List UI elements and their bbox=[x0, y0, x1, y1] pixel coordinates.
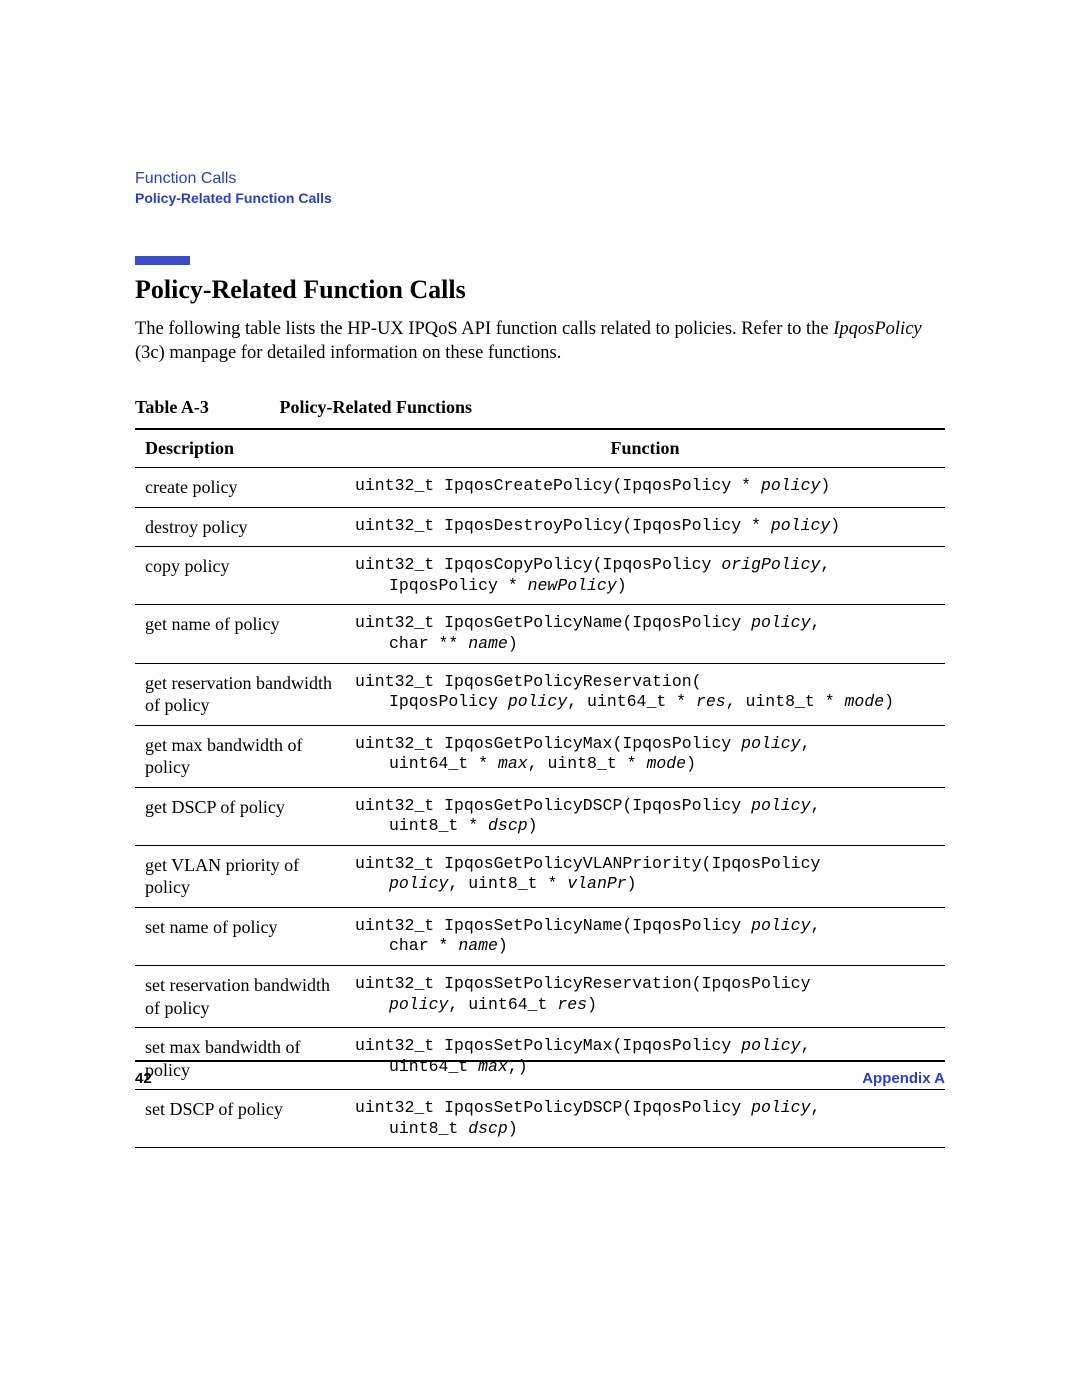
cell-description: get reservation bandwidth of policy bbox=[135, 663, 345, 725]
intro-text-b: (3c) manpage for detailed information on… bbox=[135, 343, 561, 363]
breadcrumb-sub: Policy-Related Function Calls bbox=[135, 190, 945, 206]
table-row: get max bandwidth of policyuint32_t Ipqo… bbox=[135, 725, 945, 787]
cell-function: uint32_t IpqosGetPolicyDSCP(IpqosPolicy … bbox=[345, 787, 945, 845]
table-row: set DSCP of policyuint32_t IpqosSetPolic… bbox=[135, 1090, 945, 1148]
table-row: get reservation bandwidth of policyuint3… bbox=[135, 663, 945, 725]
cell-function: uint32_t IpqosGetPolicyMax(IpqosPolicy p… bbox=[345, 725, 945, 787]
table-row: get name of policyuint32_t IpqosGetPolic… bbox=[135, 605, 945, 663]
page-footer: 42 Appendix A bbox=[135, 1060, 945, 1087]
accent-bar bbox=[135, 256, 190, 265]
breadcrumb-top: Function Calls bbox=[135, 170, 945, 188]
cell-description: destroy policy bbox=[135, 507, 345, 547]
table-row: copy policyuint32_t IpqosCopyPolicy(Ipqo… bbox=[135, 547, 945, 605]
cell-description: set reservation bandwidth of policy bbox=[135, 966, 345, 1028]
cell-description: copy policy bbox=[135, 547, 345, 605]
table-row: get DSCP of policyuint32_t IpqosGetPolic… bbox=[135, 787, 945, 845]
cell-function: uint32_t IpqosDestroyPolicy(IpqosPolicy … bbox=[345, 507, 945, 547]
cell-function: uint32_t IpqosCopyPolicy(IpqosPolicy ori… bbox=[345, 547, 945, 605]
cell-description: get name of policy bbox=[135, 605, 345, 663]
table-header-row: Description Function bbox=[135, 429, 945, 468]
cell-function: uint32_t IpqosSetPolicyName(IpqosPolicy … bbox=[345, 907, 945, 965]
table-row: set name of policyuint32_t IpqosSetPolic… bbox=[135, 907, 945, 965]
cell-function: uint32_t IpqosSetPolicyDSCP(IpqosPolicy … bbox=[345, 1090, 945, 1148]
functions-table: Description Function create policyuint32… bbox=[135, 428, 945, 1148]
cell-function: uint32_t IpqosSetPolicyReservation(Ipqos… bbox=[345, 966, 945, 1028]
page-number: 42 bbox=[135, 1070, 152, 1087]
section-title: Policy-Related Function Calls bbox=[135, 275, 945, 305]
col-description: Description bbox=[135, 429, 345, 468]
table-row: set reservation bandwidth of policyuint3… bbox=[135, 966, 945, 1028]
page-header: Function Calls Policy-Related Function C… bbox=[135, 170, 945, 206]
intro-text-a: The following table lists the HP-UX IPQo… bbox=[135, 319, 833, 339]
table-row: create policyuint32_t IpqosCreatePolicy(… bbox=[135, 468, 945, 508]
appendix-label: Appendix A bbox=[862, 1070, 945, 1087]
table-row: get VLAN priority of policyuint32_t Ipqo… bbox=[135, 845, 945, 907]
table-row: destroy policyuint32_t IpqosDestroyPolic… bbox=[135, 507, 945, 547]
col-function: Function bbox=[345, 429, 945, 468]
cell-function: uint32_t IpqosGetPolicyVLANPriority(Ipqo… bbox=[345, 845, 945, 907]
cell-description: set DSCP of policy bbox=[135, 1090, 345, 1148]
cell-function: uint32_t IpqosCreatePolicy(IpqosPolicy *… bbox=[345, 468, 945, 508]
cell-description: get max bandwidth of policy bbox=[135, 725, 345, 787]
table-number: Table A-3 bbox=[135, 397, 275, 418]
table-caption: Table A-3 Policy-Related Functions bbox=[135, 397, 945, 418]
cell-description: get DSCP of policy bbox=[135, 787, 345, 845]
intro-paragraph: The following table lists the HP-UX IPQo… bbox=[135, 317, 945, 365]
cell-description: set name of policy bbox=[135, 907, 345, 965]
table-title: Policy-Related Functions bbox=[280, 397, 472, 417]
cell-description: create policy bbox=[135, 468, 345, 508]
cell-description: get VLAN priority of policy bbox=[135, 845, 345, 907]
cell-function: uint32_t IpqosGetPolicyReservation(Ipqos… bbox=[345, 663, 945, 725]
intro-text-italic: IpqosPolicy bbox=[833, 319, 921, 339]
cell-function: uint32_t IpqosGetPolicyName(IpqosPolicy … bbox=[345, 605, 945, 663]
